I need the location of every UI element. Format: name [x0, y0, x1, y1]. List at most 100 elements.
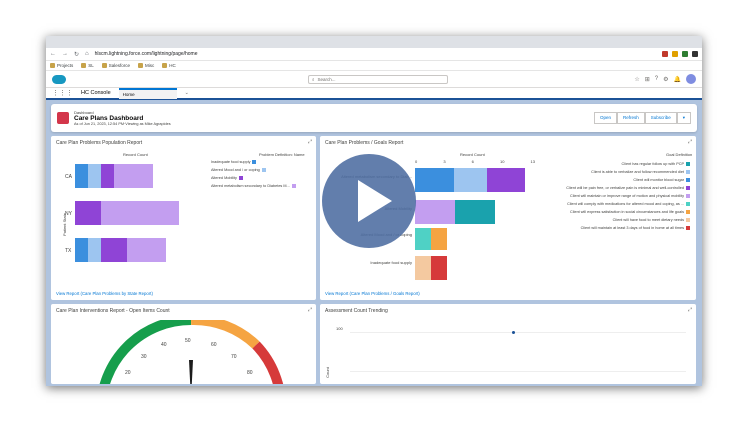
extensions — [662, 51, 698, 57]
gauge: 50 40 60 30 70 20 80 — [99, 320, 284, 384]
dashboard-meta: As of Jun 21, 2023, 12:54 PM·Viewing as … — [74, 122, 171, 126]
row-label-tx: TX — [65, 248, 72, 254]
legend-item: Client will have food to meet dietary ne… — [613, 218, 690, 222]
bar — [415, 228, 447, 250]
tab-strip — [46, 36, 702, 48]
row-label-ny: NY — [65, 211, 73, 217]
bookmark-sl[interactable]: SL — [81, 63, 94, 68]
reload-icon[interactable]: ↻ — [74, 51, 80, 58]
x-axis-label: Record Count — [123, 152, 148, 157]
url-field[interactable]: hlscm.lightning.force.com/lightning/page… — [94, 51, 198, 57]
legend-item: Client will monitor blood sugar — [633, 178, 690, 182]
browser-window: ← → ↻ ⌂ hlscm.lightning.force.com/lightn… — [46, 36, 702, 386]
bookmark-projects[interactable]: Projects — [50, 63, 73, 68]
salesforce-logo — [52, 74, 66, 84]
play-icon — [358, 180, 392, 222]
dashboard-subtitle: Dashboard — [74, 110, 94, 115]
legend-item: Client will maintain or improve range of… — [570, 194, 690, 198]
gauge-label: 40 — [161, 342, 167, 348]
gauge-label: 30 — [141, 354, 147, 360]
subscribe-button[interactable]: Subscribe — [644, 112, 677, 124]
x-axis-label: Record Count — [460, 152, 485, 157]
legend-item: Altered Mobility — [211, 176, 243, 180]
legend-item: Client will express satisfaction in soci… — [570, 210, 690, 214]
main-content: Dashboard Care Plans Dashboard As of Jun… — [46, 100, 702, 386]
tick: 3 — [443, 159, 446, 164]
x-ticks: 0 3 6 10 13 — [415, 159, 535, 164]
bar-segment — [127, 238, 166, 262]
add-icon[interactable]: ⊞ — [644, 76, 650, 83]
legend-item: Client will comply with medications for … — [567, 202, 690, 206]
play-button[interactable] — [322, 154, 416, 248]
tick: 13 — [530, 159, 535, 164]
bookmark-salesforce[interactable]: Salesforce — [101, 63, 130, 68]
card-assessment-trend: Assessment Count Trending ⤢ 100 Count — [320, 304, 696, 384]
header-icons: ☆ ⊞ ? ⚙ 🔔 — [634, 74, 696, 84]
profile-icon[interactable] — [692, 51, 698, 57]
card-population-report: Care Plan Problems Population Report ⤢ R… — [51, 136, 316, 300]
gauge-label: 20 — [125, 370, 131, 376]
view-report-link[interactable]: View Report (Care Plan Problems by State… — [56, 291, 153, 296]
more-actions-button[interactable]: ▾ — [676, 112, 691, 124]
bar-segment — [88, 164, 101, 188]
extension-icon[interactable] — [682, 51, 688, 57]
tab-home[interactable]: Home — [118, 87, 177, 99]
row-label: Inadequate food supply — [370, 260, 412, 265]
card-title: Care Plan Problems Population Report — [56, 140, 143, 146]
bar — [415, 200, 495, 224]
legend-item: Client will maintain at least 3 days of … — [581, 226, 690, 230]
expand-icon[interactable]: ⤢ — [307, 139, 312, 145]
global-header: ⌕ Search... ☆ ⊞ ? ⚙ 🔔 — [46, 71, 702, 88]
view-report-link[interactable]: View Report (Care Plan Problems / Goals … — [325, 291, 420, 296]
chevron-down-icon[interactable]: ⌄ — [184, 90, 189, 96]
dashboard-icon — [57, 112, 69, 124]
bar-segment — [75, 238, 88, 262]
bar-segment — [101, 238, 127, 262]
dashboard-header: Dashboard Care Plans Dashboard As of Jun… — [51, 104, 697, 132]
global-search[interactable]: ⌕ Search... — [308, 74, 448, 84]
dashboard-title: Care Plans Dashboard — [74, 115, 144, 122]
tick: 0 — [415, 159, 418, 164]
favorites-icon[interactable]: ☆ — [634, 76, 640, 83]
app-nav: ⋮⋮⋮ HC Console Home ⌄ — [46, 87, 702, 100]
app-launcher-icon[interactable]: ⋮⋮⋮ — [52, 90, 73, 97]
legend-item: Altered metabolism secondary to Diabetes… — [211, 184, 296, 188]
bar — [415, 168, 525, 192]
app-name: HC Console — [81, 90, 111, 96]
y-tick: 100 — [336, 326, 343, 331]
card-title: Assessment Count Trending — [325, 308, 388, 314]
legend-item: Inadequate food supply — [211, 160, 257, 164]
extension-icon[interactable] — [662, 51, 668, 57]
forward-icon[interactable]: → — [62, 51, 68, 57]
home-icon[interactable]: ⌂ — [85, 51, 89, 57]
bookmark-hc[interactable]: HC — [162, 63, 176, 68]
tick: 10 — [499, 159, 505, 164]
open-button[interactable]: Open — [593, 112, 617, 124]
legend-title: Problem Definition: Name — [259, 152, 305, 157]
back-icon[interactable]: ← — [50, 51, 56, 57]
bar — [415, 256, 447, 280]
trend-chart — [350, 331, 686, 372]
tick: 6 — [471, 159, 474, 164]
y-axis-label: Count — [324, 367, 330, 378]
expand-icon[interactable]: ⤢ — [307, 307, 312, 313]
help-icon[interactable]: ? — [654, 76, 659, 82]
bar-segment — [114, 164, 153, 188]
expand-icon[interactable]: ⤢ — [687, 139, 692, 145]
legend-item: Client has regular follow up with PCP — [622, 162, 690, 166]
bell-icon[interactable]: 🔔 — [673, 76, 681, 83]
bar-chart: CA NY TX — [65, 164, 179, 262]
refresh-button[interactable]: Refresh — [616, 112, 645, 124]
dashboard-actions: Open Refresh Subscribe ▾ — [593, 112, 691, 124]
bar-segment — [101, 201, 179, 225]
bar-segment — [88, 238, 101, 262]
legend-item: Client is able to verbalize and follow r… — [591, 170, 690, 174]
expand-icon[interactable]: ⤢ — [687, 307, 692, 313]
bookmarks-bar: Projects SL Salesforce Misc HC — [46, 61, 702, 71]
avatar[interactable] — [686, 74, 696, 84]
bookmark-misc[interactable]: Misc — [138, 63, 154, 68]
data-point — [512, 331, 515, 334]
extension-icon[interactable] — [672, 51, 678, 57]
gear-icon[interactable]: ⚙ — [663, 76, 669, 83]
card-title: Care Plan Problems / Goals Report — [325, 140, 404, 146]
